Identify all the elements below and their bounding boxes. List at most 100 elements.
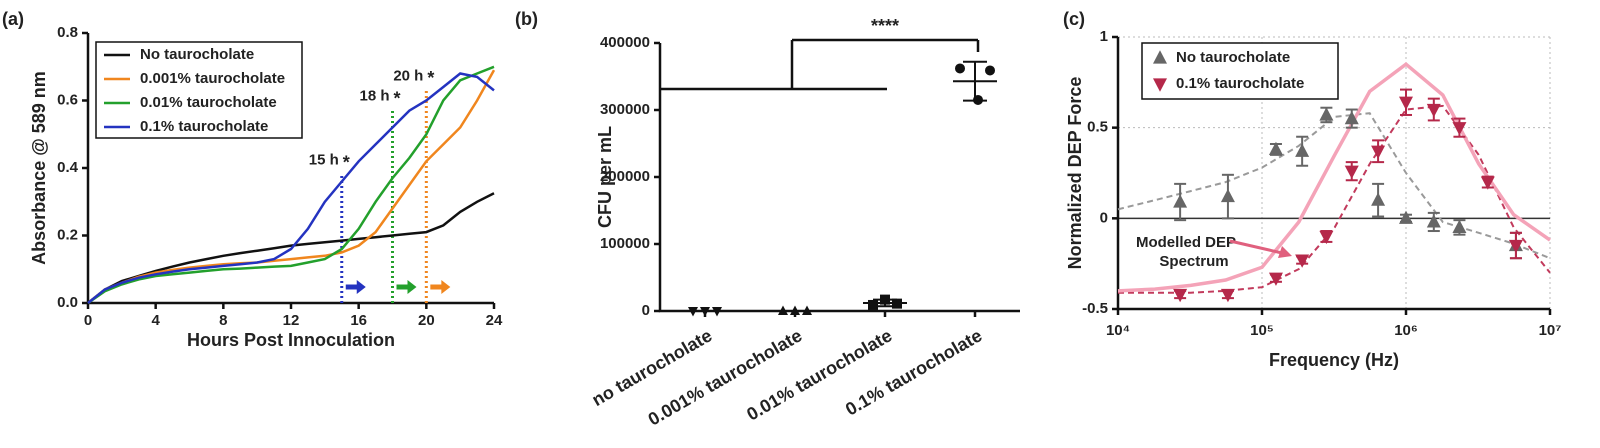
data-point: [790, 305, 800, 315]
arrow-head: [407, 280, 417, 294]
legend-swatch: [1153, 78, 1167, 92]
legend-label: 0.1% taurocholate: [1176, 75, 1304, 92]
annotation-symbol: *: [427, 68, 434, 88]
x-axis-label: Frequency (Hz): [1269, 350, 1399, 370]
x-tick-label: 24: [486, 312, 503, 329]
data-point: [1319, 107, 1334, 121]
y-tick-label: 400000: [600, 34, 650, 51]
x-tick-label: 0: [84, 312, 92, 329]
legend-label: No taurocholate: [140, 46, 254, 63]
y-axis-label: Absorbance @ 589 nm: [29, 71, 49, 265]
data-point: [1268, 272, 1283, 286]
x-tick-label: 8: [219, 312, 227, 329]
data-point: [1399, 96, 1413, 110]
annotation-label: Modelled DEP: [1136, 234, 1236, 251]
legend-box: [95, 41, 303, 139]
data-point: [1319, 230, 1334, 245]
data-point: [880, 294, 890, 305]
annotation-label: 18 h: [359, 88, 389, 105]
legend-label: No taurocholate: [1176, 49, 1290, 66]
legend-label: 0.1% taurocholate: [140, 118, 268, 135]
y-tick-label: 100000: [600, 235, 650, 252]
series-line: [87, 192, 495, 304]
data-point: [1173, 288, 1188, 303]
data-point: [1220, 288, 1235, 303]
data-point: [1220, 188, 1235, 203]
significance-label: ****: [871, 16, 899, 36]
annotation-label: 20 h: [393, 67, 423, 84]
y-axis-label: CFU per mL: [595, 126, 615, 228]
x-tick-label: 16: [350, 312, 367, 329]
data-point: [1295, 254, 1310, 268]
x-tick-label: 20: [418, 312, 435, 329]
y-tick-label: 0.5: [1087, 119, 1108, 136]
x-tick-label: 4: [151, 312, 160, 329]
data-point: [1371, 192, 1386, 206]
y-tick-label: 0.2: [57, 226, 78, 243]
data-point: [1426, 214, 1441, 228]
panel-label: (a): [2, 9, 24, 29]
x-tick-label: 10⁷: [1539, 322, 1562, 339]
data-point: [1344, 165, 1359, 179]
legend-label: 0.01% taurocholate: [140, 94, 277, 111]
data-point: [955, 63, 965, 74]
data-point: [1480, 176, 1495, 190]
y-axis-label: Normalized DEP Force: [1065, 77, 1085, 270]
y-tick-label: 0.4: [57, 159, 79, 176]
annotation-label: 15 h: [309, 152, 339, 169]
fit-curve: [1118, 104, 1551, 294]
data-point: [1452, 219, 1467, 233]
arrow-head: [356, 280, 366, 294]
series-line: [87, 72, 495, 304]
fit-curve: [1117, 112, 1551, 260]
y-tick-label: -0.5: [1082, 300, 1108, 317]
data-point: [1295, 143, 1310, 157]
annotation-symbol: *: [343, 153, 350, 173]
legend-box: [1141, 42, 1339, 100]
data-point: [712, 307, 722, 317]
data-point: [985, 65, 995, 76]
data-point: [1371, 145, 1386, 159]
data-point: [868, 299, 878, 310]
panel-label: (c): [1063, 9, 1085, 29]
y-tick-label: 0: [642, 302, 650, 319]
data-point: [700, 307, 710, 317]
x-tick-label: 12: [283, 312, 300, 329]
data-point: [1426, 103, 1441, 118]
x-tick-label: 0.01% taurocholate: [743, 325, 895, 424]
annotation-label: Spectrum: [1159, 253, 1228, 270]
data-point: [1344, 110, 1359, 125]
fit-curve: [1117, 61, 1552, 293]
data-point: [973, 94, 983, 105]
series-line: [87, 65, 495, 305]
annotation-arrowhead: [1278, 246, 1292, 258]
y-tick-label: 1: [1100, 28, 1108, 45]
arrow-head: [441, 280, 451, 294]
x-tick-label: 10⁶: [1394, 322, 1418, 339]
legend-label: 0.001% taurocholate: [140, 70, 285, 87]
annotation-arrow: [1229, 239, 1283, 255]
axis: [658, 43, 1020, 313]
panel-label: (b): [515, 9, 538, 29]
x-tick-label: 0.001% taurocholate: [645, 325, 806, 429]
data-point: [778, 305, 788, 315]
data-point: [1399, 210, 1413, 224]
x-axis-label: Hours Post Innoculation: [187, 330, 395, 350]
annotation-symbol: *: [394, 88, 401, 108]
legend-swatch: [1153, 50, 1167, 64]
x-tick-label: 10⁵: [1250, 322, 1274, 339]
data-point: [802, 305, 812, 315]
axis: [1116, 37, 1550, 311]
data-point: [1268, 141, 1283, 156]
y-tick-label: 0.6: [57, 91, 78, 108]
series-line: [87, 69, 496, 304]
y-tick-label: 200000: [600, 168, 650, 185]
y-tick-label: 0.8: [57, 24, 78, 41]
data-point: [1452, 122, 1467, 136]
data-point: [892, 298, 902, 309]
data-point: [688, 307, 698, 317]
data-point: [1173, 194, 1188, 208]
y-tick-label: 0.0: [57, 294, 78, 311]
y-tick-label: 0: [1100, 209, 1108, 226]
